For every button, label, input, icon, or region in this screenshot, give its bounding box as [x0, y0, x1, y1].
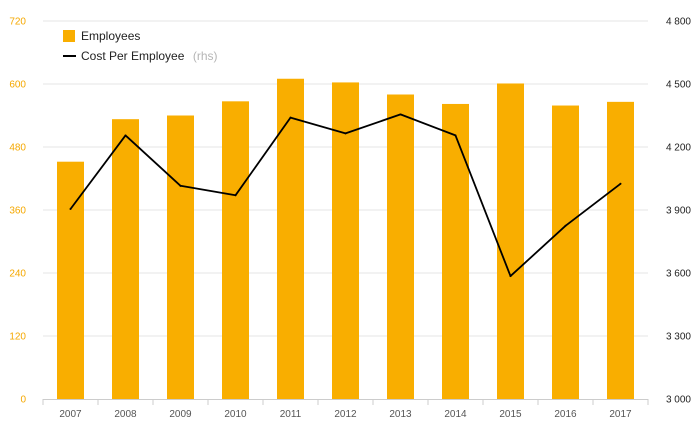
- bar-employees: [57, 161, 84, 399]
- x-tick-label: 2009: [169, 409, 192, 420]
- point-cost-per-employee: [509, 275, 512, 278]
- bar-employees: [222, 101, 249, 399]
- x-tick-label: 2007: [59, 409, 82, 420]
- bar-employees: [277, 78, 304, 399]
- y-left-tick-label: 240: [9, 269, 26, 280]
- bar-employees: [442, 103, 469, 399]
- point-cost-per-employee: [234, 194, 237, 197]
- bar-employees: [552, 105, 579, 400]
- x-tick-label: 2016: [554, 409, 577, 420]
- point-cost-per-employee: [344, 132, 347, 135]
- y-left-tick-label: 600: [9, 80, 26, 91]
- point-cost-per-employee: [124, 134, 127, 137]
- x-tick-label: 2010: [224, 409, 247, 420]
- bar-employees: [607, 101, 634, 399]
- x-tick-label: 2014: [444, 409, 467, 420]
- x-tick-label: 2017: [609, 409, 632, 420]
- line-series-cost-per-employee: [69, 113, 622, 278]
- bar-employees: [167, 115, 194, 399]
- y-right-tick-label: 3 600: [666, 269, 691, 280]
- y-right-tick-label: 3 000: [666, 395, 691, 406]
- x-tick-label: 2012: [334, 409, 357, 420]
- bar-employees: [332, 82, 359, 400]
- y-left-tick-label: 720: [9, 17, 26, 28]
- y-left-tick-label: 120: [9, 332, 26, 343]
- point-cost-per-employee: [289, 116, 292, 119]
- x-tick-label: 2013: [389, 409, 412, 420]
- point-cost-per-employee: [619, 182, 622, 185]
- x-tick-label: 2011: [280, 409, 302, 420]
- legend-label-cost-per-employee-suffix: (rhs): [193, 49, 218, 63]
- bar-series-employees: [57, 78, 634, 400]
- y-right-tick-label: 3 300: [666, 332, 691, 343]
- bar-employees: [112, 119, 139, 400]
- legend-label-cost-per-employee: Cost Per Employee (rhs): [81, 47, 218, 64]
- legend-label-employees: Employees: [81, 29, 140, 43]
- axes: 0 3 000 120 3 300 240 3 600 360 3 900 480 4 200 60…: [9, 17, 691, 421]
- y-right-tick-label: 4 800: [666, 17, 691, 28]
- y-left-tick-label: 360: [9, 206, 26, 217]
- point-cost-per-employee: [69, 207, 72, 210]
- y-right-tick-label: 3 900: [666, 206, 691, 217]
- point-cost-per-employee: [179, 184, 182, 187]
- legend: Employees Cost Per Employee (rhs): [63, 29, 218, 64]
- y-right-tick-label: 4 500: [666, 80, 691, 91]
- x-tick-label: 2015: [499, 409, 522, 420]
- y-left-tick-label: 480: [9, 143, 26, 154]
- bar-employees: [387, 94, 414, 399]
- legend-label-cost-per-employee-name: Cost Per Employee: [81, 49, 185, 63]
- y-left-tick-label: 0: [20, 395, 26, 406]
- point-cost-per-employee: [454, 134, 457, 137]
- legend-swatch-employees: [63, 30, 75, 42]
- x-tick-label: 2008: [114, 409, 137, 420]
- point-cost-per-employee: [564, 224, 567, 227]
- point-cost-per-employee: [399, 113, 402, 116]
- y-right-tick-label: 4 200: [666, 143, 691, 154]
- bar-employees: [497, 83, 524, 399]
